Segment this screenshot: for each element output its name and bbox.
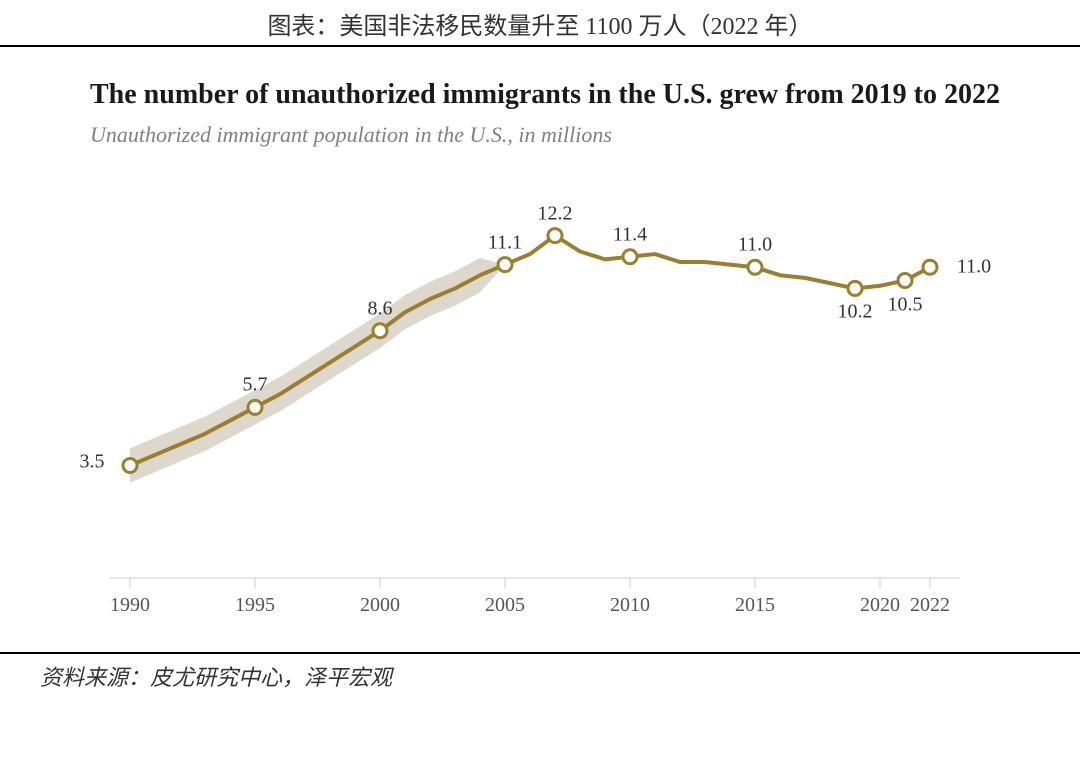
x-tick-label: 2000 xyxy=(360,594,400,617)
value-label: 5.7 xyxy=(243,374,268,397)
line-chart: 199019952000200520102015202020223.55.78.… xyxy=(100,158,1000,638)
x-tick-label: 2022 xyxy=(910,594,950,617)
value-label: 10.5 xyxy=(888,293,923,316)
data-marker xyxy=(748,260,762,274)
data-marker xyxy=(623,250,637,264)
value-label: 11.0 xyxy=(957,256,991,279)
data-marker xyxy=(498,258,512,272)
chart-title: The number of unauthorized immigrants in… xyxy=(90,77,1020,112)
x-tick-label: 2005 xyxy=(485,594,525,617)
chart-subtitle: Unauthorized immigrant population in the… xyxy=(90,122,1020,148)
x-tick-label: 2010 xyxy=(610,594,650,617)
data-marker xyxy=(923,260,937,274)
value-label: 12.2 xyxy=(538,202,573,225)
x-tick-label: 2020 xyxy=(860,594,900,617)
data-marker xyxy=(548,229,562,243)
source-line: 资料来源：皮尤研究中心，泽平宏观 xyxy=(0,654,1080,692)
value-label: 8.6 xyxy=(368,297,393,320)
x-tick-label: 1995 xyxy=(235,594,275,617)
series-line xyxy=(130,236,930,466)
value-label: 11.4 xyxy=(613,223,647,246)
value-label: 11.1 xyxy=(488,231,522,254)
data-marker xyxy=(123,459,137,473)
data-marker xyxy=(898,274,912,288)
data-marker xyxy=(248,400,262,414)
figure-caption-top: 图表：美国非法移民数量升至 1100 万人（2022 年） xyxy=(0,0,1080,47)
x-tick-label: 2015 xyxy=(735,594,775,617)
data-marker xyxy=(848,281,862,295)
figure-body: The number of unauthorized immigrants in… xyxy=(0,47,1080,648)
value-label: 11.0 xyxy=(738,234,772,257)
data-marker xyxy=(373,324,387,338)
value-label: 3.5 xyxy=(80,450,105,473)
value-label: 10.2 xyxy=(838,301,873,324)
x-tick-label: 1990 xyxy=(110,594,150,617)
